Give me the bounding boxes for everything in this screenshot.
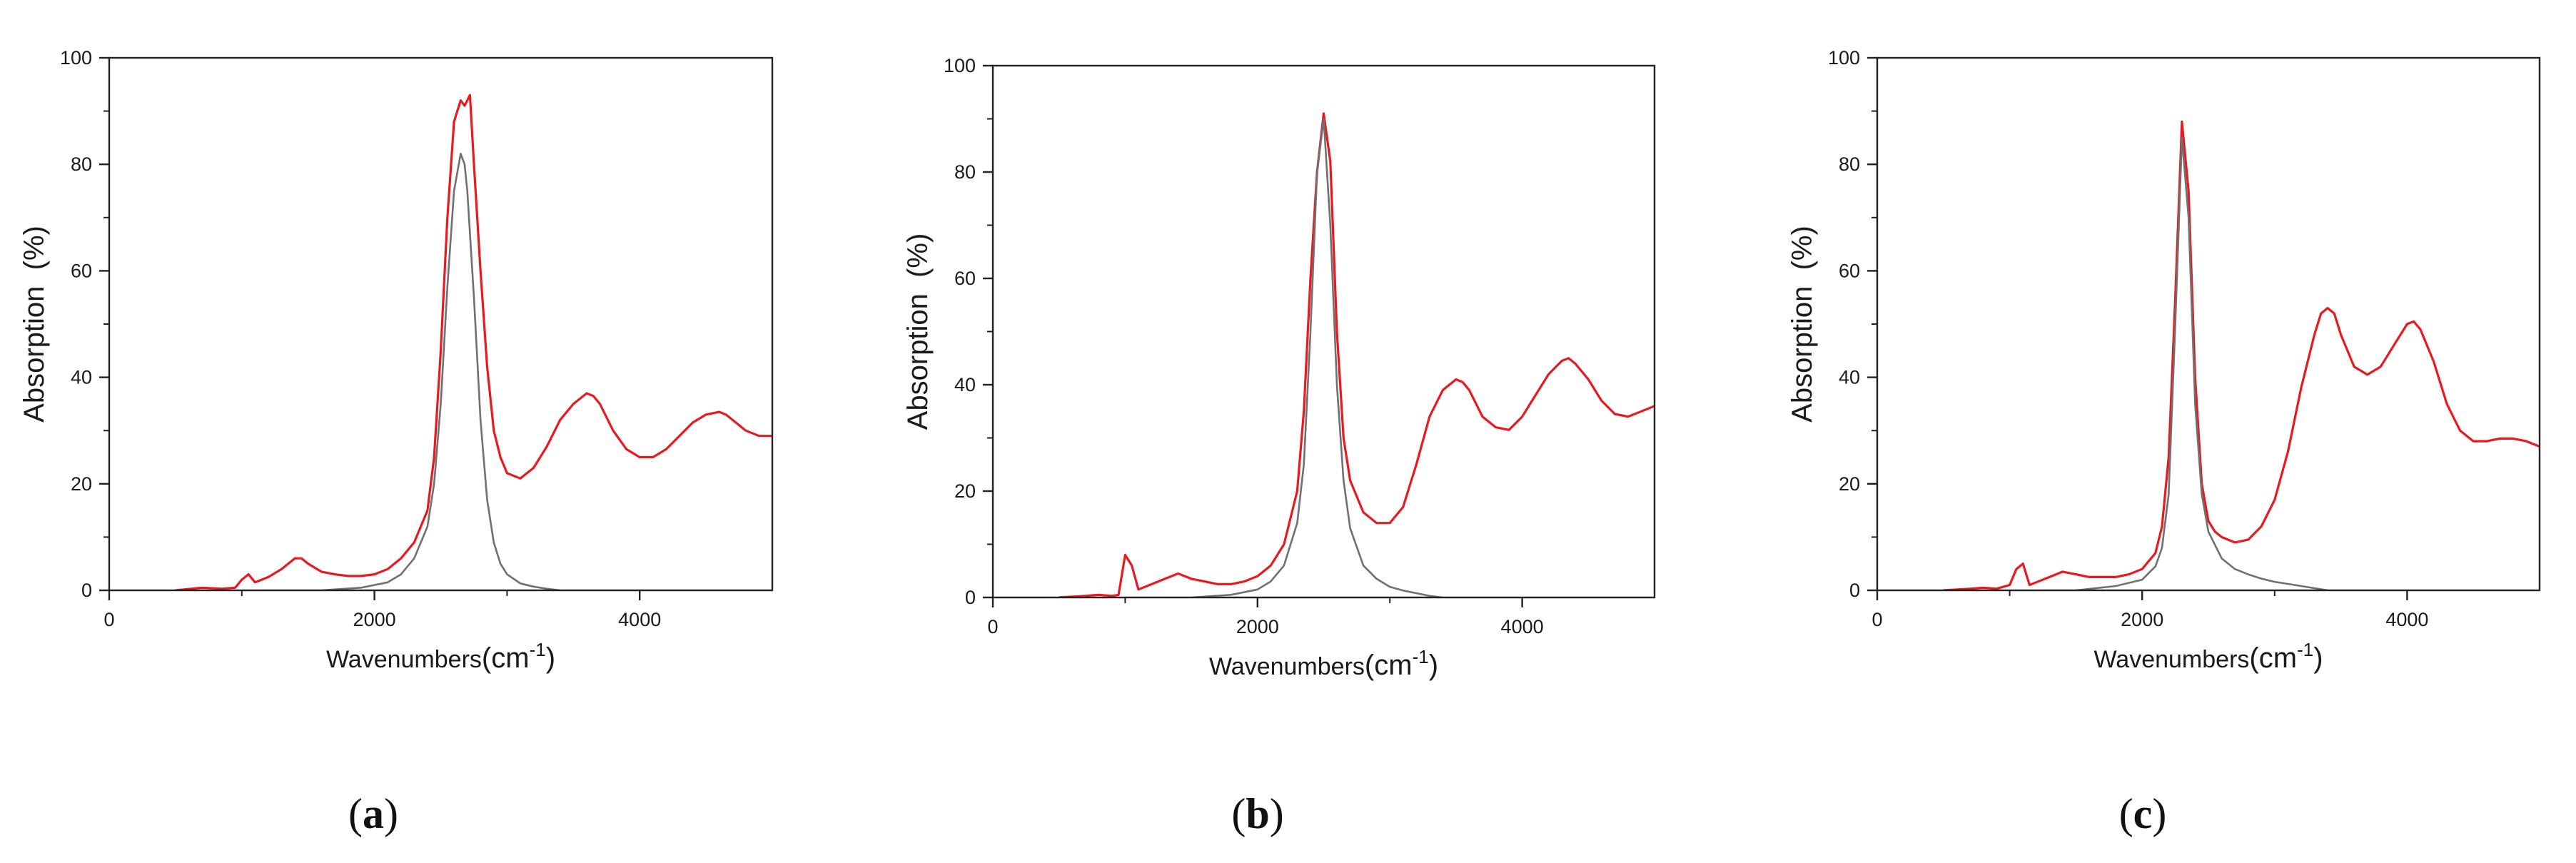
panel-c-x-axis-unit-exponent: -1 [2297, 639, 2313, 660]
panel-a-y-tick-label: 100 [60, 47, 92, 69]
panel-a-y-tick-label: 20 [71, 473, 92, 495]
panel-c-x-axis-label: Wavenumbers [2093, 646, 2249, 673]
panel-c-y-tick-label: 80 [1839, 153, 1860, 175]
panel-c-y-tick-label: 100 [1828, 47, 1860, 69]
panel-c-x-tick-label: 4000 [2385, 609, 2428, 630]
panel-a-x-tick-label: 2000 [353, 609, 396, 630]
panel-a-x-axis-title: Wavenumbers(cm-1) [326, 639, 555, 674]
panel-c-series-measured-line [1943, 120, 2540, 590]
panel-c-y-tick-label: 60 [1839, 260, 1860, 281]
panel-b-x-axis-paren-open: ( [1365, 650, 1375, 681]
panel-b-x-axis-unit-exponent: -1 [1413, 646, 1429, 667]
panel-b-series-measured-line [1059, 112, 1655, 597]
panel-b-y-tick-label: 80 [954, 161, 976, 183]
panel-a-series-fit-line [321, 153, 560, 590]
panel-c-series-fit-line [2076, 136, 2328, 590]
panel-a-y-tick-label: 60 [71, 260, 92, 281]
panel-c-x-axis-paren-close: ) [2313, 642, 2323, 674]
panel-b-y-axis-title: Absorption (%) [902, 233, 934, 430]
panel-a-x-axis-unit: cm [491, 642, 529, 674]
panel-c-x-axis-unit: cm [2259, 642, 2297, 674]
panel-c-y-tick-label: 20 [1839, 473, 1860, 495]
panel-b-x-tick-label: 0 [987, 616, 998, 637]
panel-b-x-axis-title: Wavenumbers(cm-1) [1209, 646, 1438, 681]
panel-c-label: (c) [2119, 790, 2167, 837]
panel-b-x-axis-unit: cm [1374, 650, 1412, 681]
panel-b-x-tick-label: 2000 [1236, 616, 1279, 637]
panel-a-x-tick-label: 4000 [618, 609, 661, 630]
panel-b-plot-frame [991, 64, 1656, 599]
panel-b-x-tick-label: 4000 [1501, 616, 1544, 637]
panel-c-y-axis-title: Absorption (%) [1787, 226, 1818, 423]
panel-c-y-tick-label: 40 [1839, 367, 1860, 388]
panel-a-plot-frame [108, 56, 774, 592]
panel-a-x-axis-label: Wavenumbers [326, 646, 482, 673]
panel-b-y-tick-label: 0 [965, 587, 976, 608]
panel-b-x-axis-label: Wavenumbers [1209, 653, 1365, 680]
panel-a-y-axis-title: Absorption (%) [19, 226, 50, 423]
panel-c-x-axis-title: Wavenumbers(cm-1) [2093, 639, 2323, 674]
panel-a-y-tick-label: 0 [81, 580, 92, 601]
panel-c-x-axis-paren-open: ( [2249, 642, 2259, 674]
panel-c-chart: 0 2000 4000 0 20 40 60 80 100 Wavenumbers(cm-1) Ab… [1787, 47, 2541, 837]
panel-b-y-tick-label: 60 [954, 268, 976, 289]
panel-c-plot-frame [1876, 56, 2541, 592]
panel-b-label: (b) [1231, 790, 1283, 837]
panel-b-y-tick-label: 20 [954, 480, 976, 502]
panel-a-label: (a) [348, 790, 398, 837]
panel-c-x-tick-label: 0 [1872, 609, 1882, 630]
panel-b-chart: 0 2000 4000 0 20 40 60 80 100 Wavenumbers(cm-1) Ab… [902, 55, 1656, 837]
panel-a-x-axis-paren-close: ) [546, 642, 555, 674]
panel-a-y-tick-label: 80 [71, 153, 92, 175]
panel-c-x-tick-label: 2000 [2121, 609, 2163, 630]
panel-a-x-axis-unit-exponent: -1 [530, 639, 546, 660]
panel-b-y-tick-label: 40 [954, 374, 976, 395]
panel-a-y-tick-label: 40 [71, 367, 92, 388]
panel-a-chart: 0 2000 4000 0 20 40 60 80 100 Wavenumbers(cm-1) Ab… [19, 47, 774, 837]
panel-b-series-fit-line [1191, 118, 1443, 597]
panel-a-x-tick-label: 0 [103, 609, 114, 630]
panel-b-y-tick-label: 100 [944, 55, 976, 76]
panel-c-y-tick-label: 0 [1849, 580, 1860, 601]
panel-b-x-axis-paren-close: ) [1429, 650, 1438, 681]
panel-a-series-measured-line [175, 94, 772, 590]
panel-a-x-axis-paren-open: ( [482, 642, 492, 674]
